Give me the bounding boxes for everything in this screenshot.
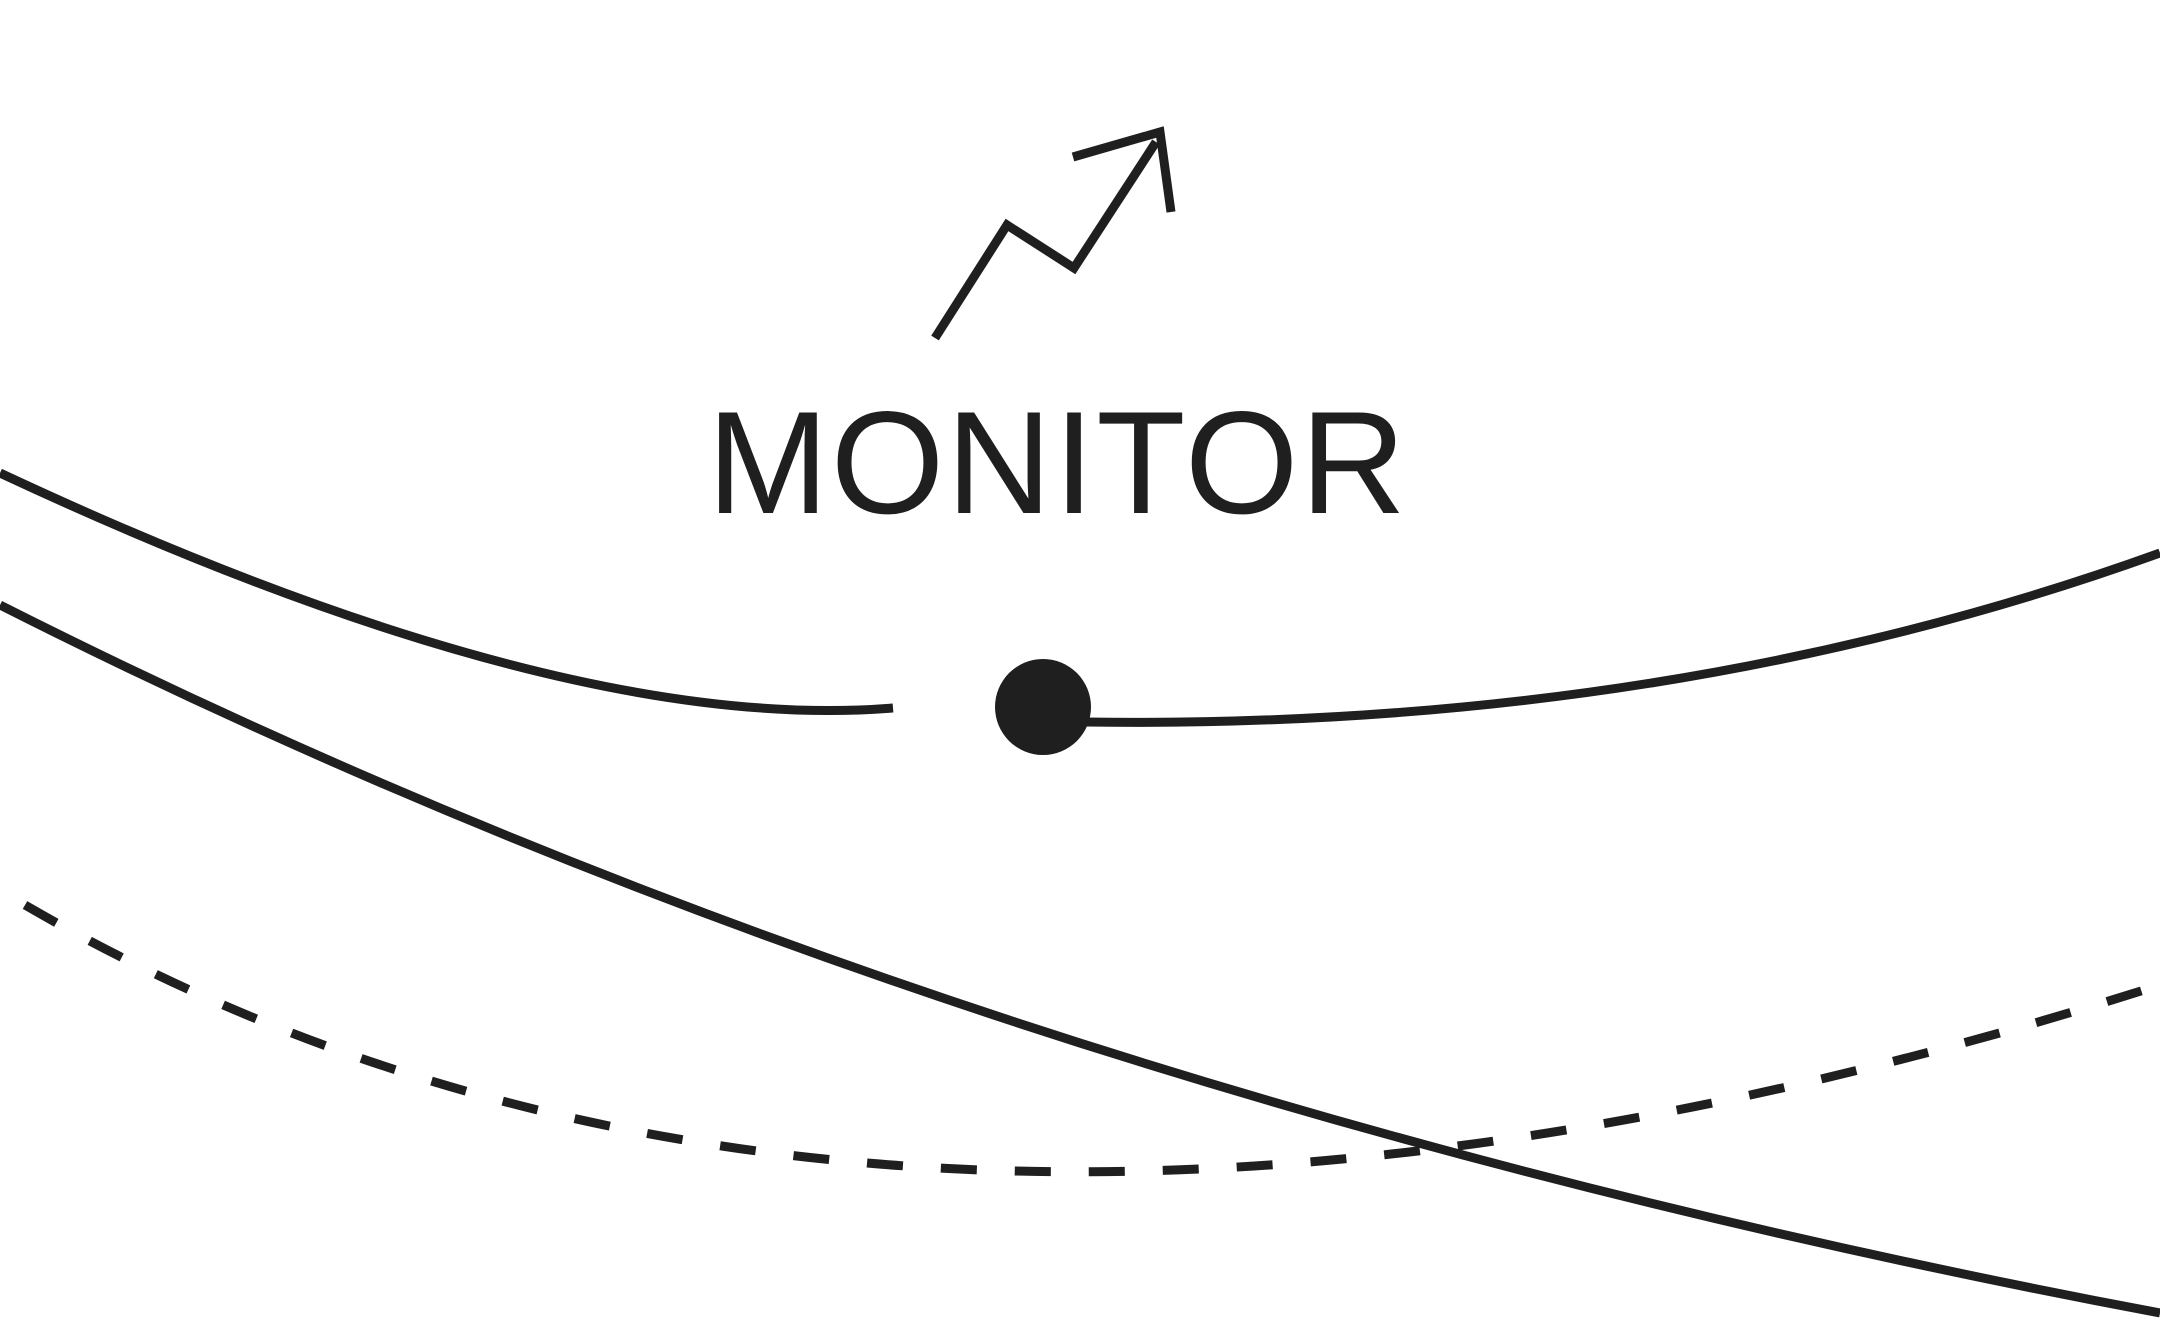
long-diagonal-curve (0, 600, 2160, 1318)
trend-up-arrow-icon (931, 126, 1176, 341)
monitor-label: MONITOR (707, 381, 1408, 544)
dashed-curve (22, 901, 2160, 1177)
upper-curve-right (1085, 548, 2160, 727)
dot-marker-icon (995, 659, 1091, 755)
upper-curve-left (0, 468, 894, 716)
